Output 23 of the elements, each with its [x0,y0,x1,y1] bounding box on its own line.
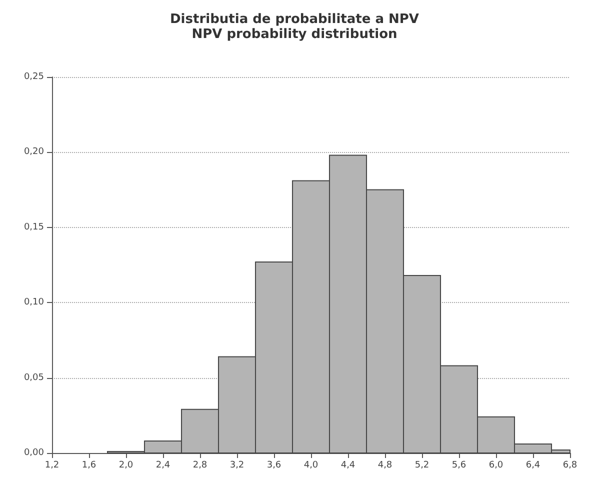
x-tick-label: 4,4 [340,460,356,470]
y-tick-label: 0,15 [24,222,44,232]
chart-title: Distributia de probabilitate a NPV [170,12,419,27]
x-tick-label: 2,8 [192,460,208,470]
x-tick-label: 4,0 [304,460,318,470]
chart-subtitle: NPV probability distribution [192,27,398,42]
x-tick-label: 5,6 [452,460,466,470]
x-tick-label: 3,6 [266,460,282,470]
y-tick-label: 0,10 [24,298,44,308]
x-tick-label: 1,6 [82,460,96,470]
y-tick-label: 0,00 [24,448,44,458]
x-tick-label: 2,4 [156,460,170,470]
x-tick-label: 6,4 [526,460,540,470]
x-tick-label: 3,2 [230,460,244,470]
x-tick-label: 2,0 [118,460,134,470]
x-tick-label: 6,0 [488,460,504,470]
y-tick-label: 0,25 [24,72,44,82]
y-tick-label: 0,20 [24,147,44,158]
y-tick-label: 0,05 [24,372,44,383]
x-tick-label: 1,2 [44,460,60,470]
x-tick-label: 4,8 [378,460,392,470]
x-tick-label: 5,2 [414,460,430,470]
x-tick-label: 6,8 [562,460,578,470]
